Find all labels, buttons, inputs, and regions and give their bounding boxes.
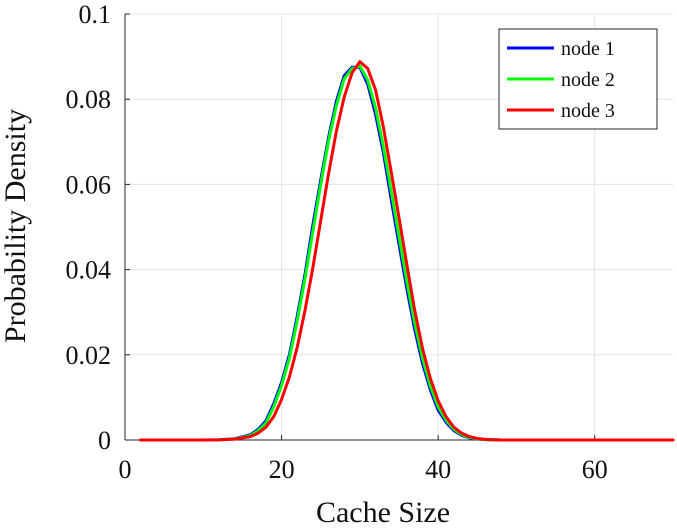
legend: node 1 node 2 node 3 bbox=[498, 28, 658, 130]
tick-labels: 0 20 40 60 0 0.02 0.04 0.06 0.08 0.1 bbox=[66, 0, 608, 484]
legend-label: node 2 bbox=[561, 69, 615, 91]
y-tick-label: 0.06 bbox=[66, 170, 112, 199]
legend-label: node 1 bbox=[561, 38, 615, 60]
x-tick-label: 20 bbox=[269, 455, 295, 484]
x-axis-label: Cache Size bbox=[316, 496, 450, 527]
x-tick-label: 60 bbox=[582, 455, 608, 484]
y-tick-label: 0.04 bbox=[66, 256, 112, 285]
y-tick-label: 0.08 bbox=[66, 85, 112, 114]
series-lines bbox=[139, 60, 675, 442]
series-line-node-3 bbox=[139, 60, 675, 442]
y-tick-label: 0.02 bbox=[66, 341, 112, 370]
y-axis-label: Probability Density bbox=[0, 109, 32, 343]
x-tick-label: 40 bbox=[425, 455, 451, 484]
x-tick-label: 0 bbox=[119, 455, 132, 484]
y-tick-label: 0 bbox=[98, 426, 111, 455]
legend-label: node 3 bbox=[561, 100, 615, 122]
y-tick-label: 0.1 bbox=[79, 0, 112, 29]
